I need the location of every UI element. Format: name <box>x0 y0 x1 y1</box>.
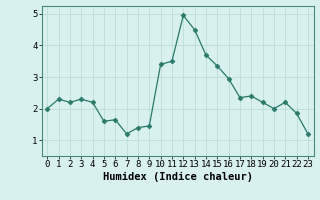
X-axis label: Humidex (Indice chaleur): Humidex (Indice chaleur) <box>103 172 252 182</box>
